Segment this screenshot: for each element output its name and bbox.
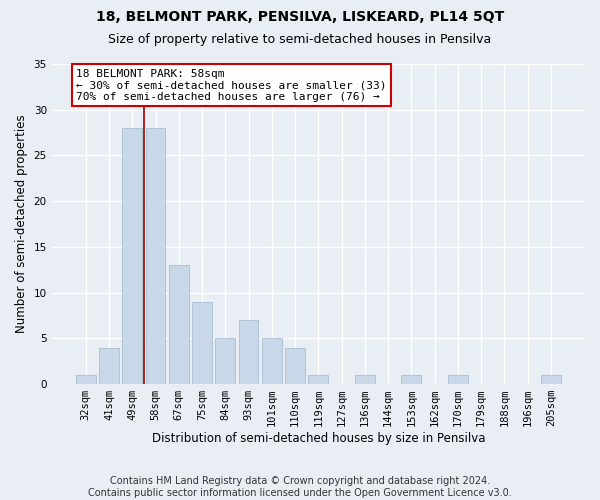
Bar [239,320,259,384]
Text: Contains HM Land Registry data © Crown copyright and database right 2024.
Contai: Contains HM Land Registry data © Crown c… [88,476,512,498]
Bar [215,338,235,384]
Bar [262,338,282,384]
Text: 18, BELMONT PARK, PENSILVA, LISKEARD, PL14 5QT: 18, BELMONT PARK, PENSILVA, LISKEARD, PL… [96,10,504,24]
Text: 18 BELMONT PARK: 58sqm
← 30% of semi-detached houses are smaller (33)
70% of sem: 18 BELMONT PARK: 58sqm ← 30% of semi-det… [76,68,386,102]
Bar [146,128,166,384]
Bar [401,375,421,384]
Bar [541,375,561,384]
Bar [285,348,305,384]
Y-axis label: Number of semi-detached properties: Number of semi-detached properties [15,114,28,334]
Bar [99,348,119,384]
Bar [308,375,328,384]
Bar [122,128,142,384]
Bar [448,375,468,384]
Text: Size of property relative to semi-detached houses in Pensilva: Size of property relative to semi-detach… [109,32,491,46]
Bar [76,375,95,384]
Bar [192,302,212,384]
Bar [355,375,375,384]
X-axis label: Distribution of semi-detached houses by size in Pensilva: Distribution of semi-detached houses by … [152,432,485,445]
Bar [169,265,188,384]
